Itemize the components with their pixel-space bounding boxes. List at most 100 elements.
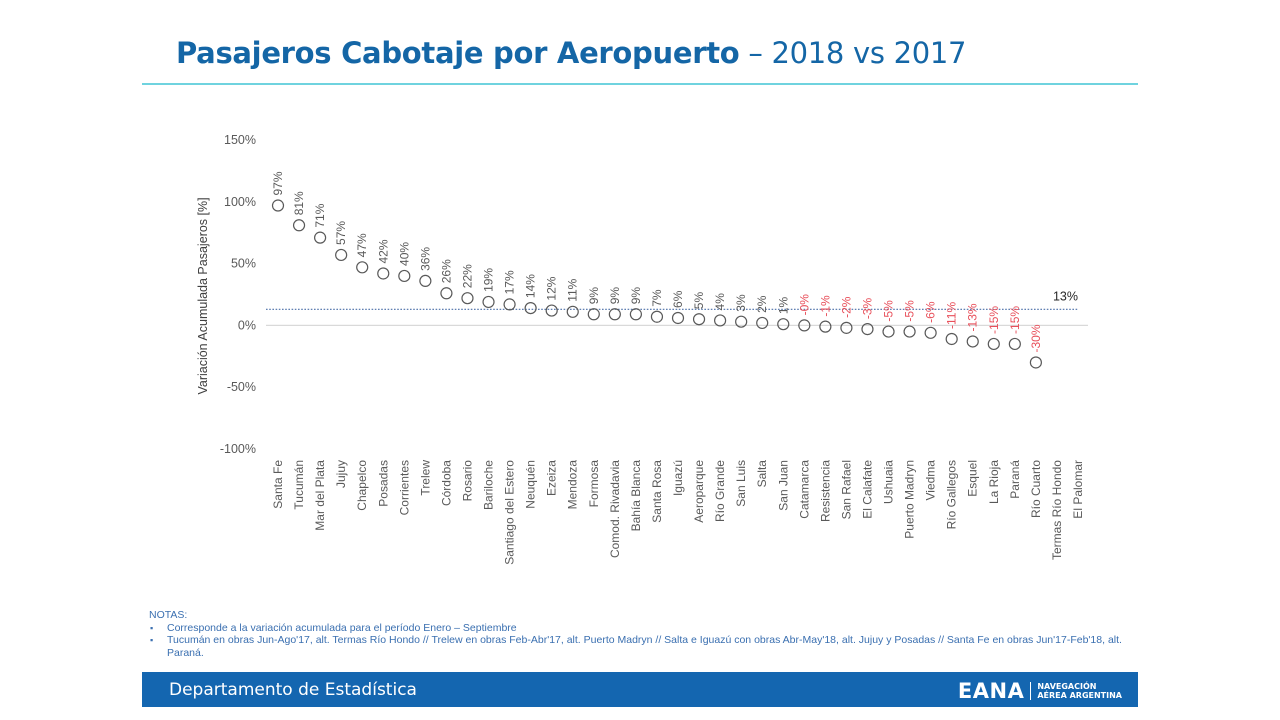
data-label: 71%	[313, 203, 327, 227]
note-item: ▪ Tucumán en obras Jun-Ago'17, alt. Terma…	[149, 634, 1129, 659]
data-label: 19%	[482, 268, 496, 292]
x-tick-label: Santiago del Estero	[503, 460, 517, 565]
data-label: -3%	[860, 297, 874, 319]
data-label: 17%	[503, 270, 517, 294]
notes-list: ▪ Corresponde a la variación acumulada pa…	[149, 622, 1129, 660]
x-tick-label: Santa Fe	[271, 460, 285, 509]
x-tick-label: Mendoza	[566, 460, 580, 510]
data-point	[377, 267, 390, 280]
data-label: -2%	[839, 296, 853, 318]
x-axis: Santa Fe Tucumán Mar del Plata Jujuy Chapelc…	[271, 460, 1085, 565]
data-label: 40%	[397, 242, 411, 266]
note-text: Tucumán en obras Jun-Ago'17, alt. Termas…	[167, 634, 1122, 659]
data-label: -5%	[903, 300, 917, 322]
x-tick-label: El Calafate	[860, 460, 874, 519]
data-label: -1%	[818, 295, 832, 317]
x-tick-label: Catamarca	[797, 460, 811, 519]
x-tick-label: Río Gallegos	[945, 460, 959, 529]
x-tick-label: Rosario	[460, 460, 474, 502]
x-tick-label: Aeroparque	[692, 460, 706, 523]
y-tick-label: 150%	[224, 133, 256, 147]
bullet-icon: ▪	[150, 622, 154, 633]
title-subtitle: – 2018 vs 2017	[739, 36, 967, 70]
x-tick-label: Bahía Blanca	[629, 460, 643, 532]
reference-line: 13%	[266, 289, 1078, 310]
data-label: -5%	[882, 300, 896, 322]
data-point	[987, 337, 1000, 351]
data-label: 3%	[734, 294, 748, 312]
bullet-icon: ▪	[150, 635, 154, 645]
x-tick-label: Termas Río Hondo	[1050, 460, 1064, 560]
data-point	[461, 292, 474, 305]
data-label: 2%	[755, 295, 769, 313]
x-tick-label: Bariloche	[482, 460, 496, 510]
x-tick-label: Resistencia	[818, 460, 832, 522]
x-tick-label: Esquel	[966, 460, 980, 497]
x-tick-label: Tucumán	[292, 460, 306, 510]
data-point	[777, 318, 790, 331]
y-tick-label: -100%	[220, 442, 256, 456]
data-points	[271, 199, 1042, 369]
data-label: -13%	[966, 303, 980, 331]
x-tick-label: Formosa	[587, 460, 601, 508]
data-point	[714, 314, 727, 327]
data-labels: 97% 81% 71% 57% 47% 42% 40% 36% 26% 22% 19% 17% 14% 1…	[271, 171, 1043, 352]
data-label: 26%	[439, 259, 453, 283]
data-point	[840, 321, 853, 334]
chart: 150% 100% 50% 0% -50% -100% Variación Acumula…	[196, 133, 1088, 565]
data-point	[692, 313, 706, 326]
x-tick-label: Corrientes	[397, 460, 411, 515]
data-label: 9%	[587, 287, 601, 305]
data-point	[419, 274, 432, 288]
x-tick-label: Paraná	[1008, 460, 1022, 499]
data-label: 12%	[545, 276, 559, 300]
data-point	[356, 261, 369, 274]
x-tick-label: Mar del Plata	[313, 460, 327, 531]
y-tick-label: -50%	[227, 380, 256, 394]
y-tick-label: 0%	[238, 318, 256, 332]
data-point	[482, 295, 495, 309]
x-tick-label: Santa Rosa	[650, 460, 664, 523]
x-tick-label: Río Grande	[713, 460, 727, 522]
y-tick-label: 100%	[224, 195, 256, 209]
data-label: 47%	[355, 233, 369, 257]
data-label: -15%	[987, 306, 1001, 334]
x-tick-label: Comod. Rivadavia	[608, 460, 622, 558]
data-point	[861, 323, 874, 336]
y-axis: 150% 100% 50% 0% -50% -100%	[220, 133, 256, 456]
x-tick-label: Jujuy	[334, 460, 348, 488]
data-label: 5%	[692, 292, 706, 310]
data-point	[271, 199, 285, 212]
title-divider	[142, 83, 1138, 85]
y-axis-label: Variación Acumulada Pasajeros [%]	[196, 197, 210, 394]
footer-bar: Departamento de Estadística EANA NAVEGAC…	[142, 672, 1138, 707]
data-point	[819, 320, 832, 333]
logo-tagline-line1: NAVEGACIÓN	[1037, 682, 1097, 691]
data-point	[882, 325, 895, 338]
x-tick-label: Chapelco	[355, 460, 369, 511]
data-label: 81%	[292, 191, 306, 215]
department-name: Departamento de Estadística	[169, 680, 417, 700]
x-tick-label: Posadas	[376, 460, 390, 507]
data-label: 9%	[629, 287, 643, 305]
notes-heading: NOTAS:	[149, 609, 188, 621]
data-label: 22%	[460, 264, 474, 288]
data-point	[545, 304, 558, 317]
data-point	[924, 326, 937, 339]
title-main: Pasajeros Cabotaje por Aeropuerto	[176, 36, 740, 70]
data-label: -6%	[924, 301, 938, 323]
logo-divider	[1030, 682, 1032, 700]
x-tick-label: Trelew	[418, 460, 432, 496]
notes-section: NOTAS: ▪ Corresponde a la variación acumu…	[149, 609, 1129, 659]
x-tick-label: San Luis	[734, 460, 748, 507]
data-point	[314, 231, 327, 244]
x-tick-label: Neuquén	[524, 460, 538, 509]
x-tick-label: Viedma	[924, 460, 938, 501]
data-point	[671, 311, 685, 325]
data-point	[292, 219, 306, 232]
x-tick-label: Puerto Madryn	[903, 460, 917, 539]
data-label: 6%	[671, 290, 685, 308]
x-tick-label: Iguazú	[671, 460, 685, 496]
data-point	[903, 325, 916, 338]
data-label: 14%	[524, 274, 538, 298]
